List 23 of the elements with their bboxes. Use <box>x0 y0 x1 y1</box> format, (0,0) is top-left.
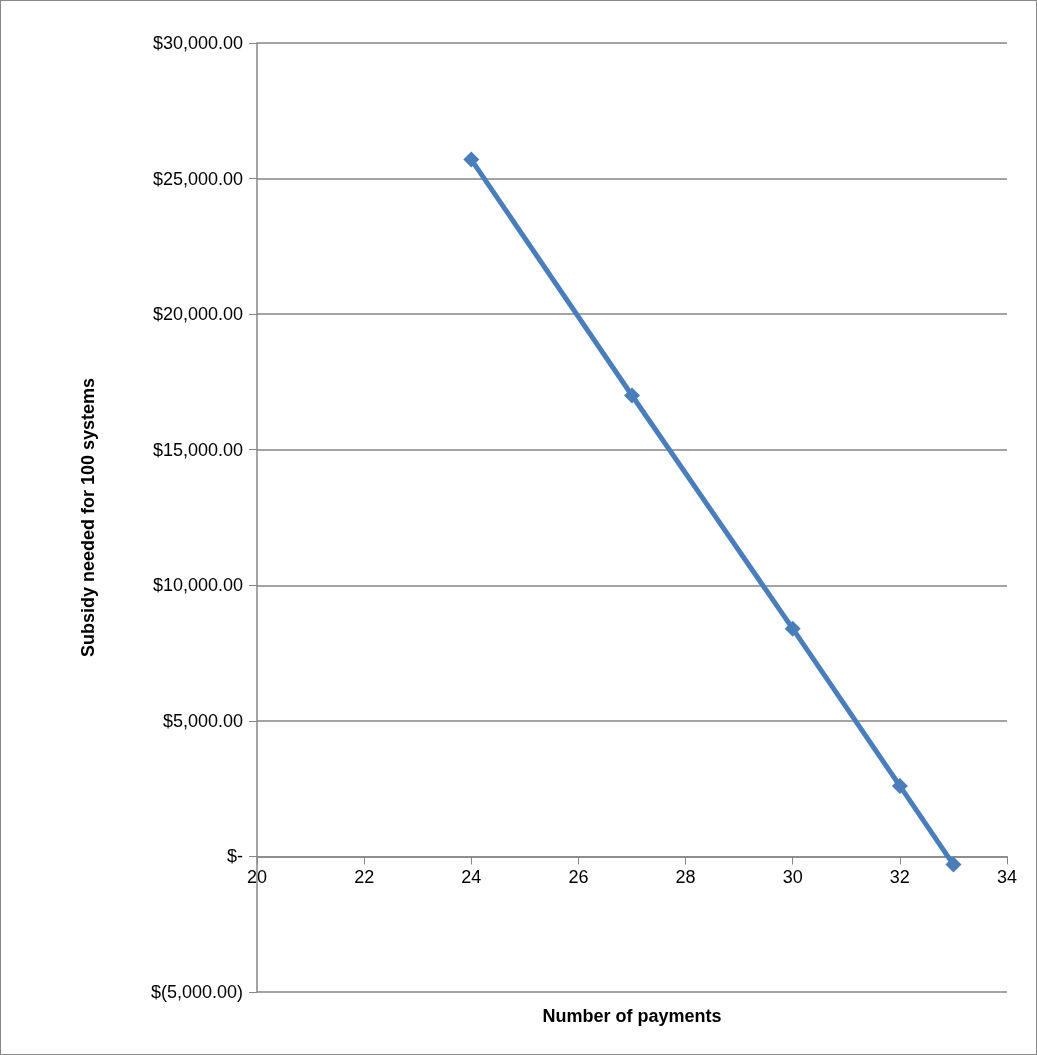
y-tick-label: $15,000.00 <box>152 439 243 460</box>
point <box>624 387 640 404</box>
y-tick-label: $20,000.00 <box>152 304 243 325</box>
y-tick-label: $10,000.00 <box>152 575 243 596</box>
y-tick-label: $25,000.00 <box>152 168 243 189</box>
x-tick-label: 34 <box>996 867 1018 888</box>
x-axis-title: Number of payments <box>541 1006 723 1027</box>
y-tick-label: $5,000.00 <box>162 710 243 731</box>
x-tick-label: 32 <box>889 867 910 888</box>
y-axis-title: Subsidy needed for 100 systems <box>78 377 98 658</box>
point <box>463 151 480 168</box>
x-tick-label: 24 <box>461 867 482 888</box>
x-tick-label: 28 <box>675 867 696 888</box>
y-tick-label: $- <box>226 846 243 867</box>
point <box>891 777 908 794</box>
point <box>945 856 962 873</box>
x-tick-label: 22 <box>354 867 375 888</box>
y-tick-label: $30,000.00 <box>152 33 243 53</box>
x-tick-label: 26 <box>568 867 589 888</box>
y-tick-label: $(5,000.00) <box>150 982 243 1002</box>
point <box>784 620 801 637</box>
x-tick-label: 30 <box>782 867 803 888</box>
x-tick-label: 20 <box>246 867 268 888</box>
